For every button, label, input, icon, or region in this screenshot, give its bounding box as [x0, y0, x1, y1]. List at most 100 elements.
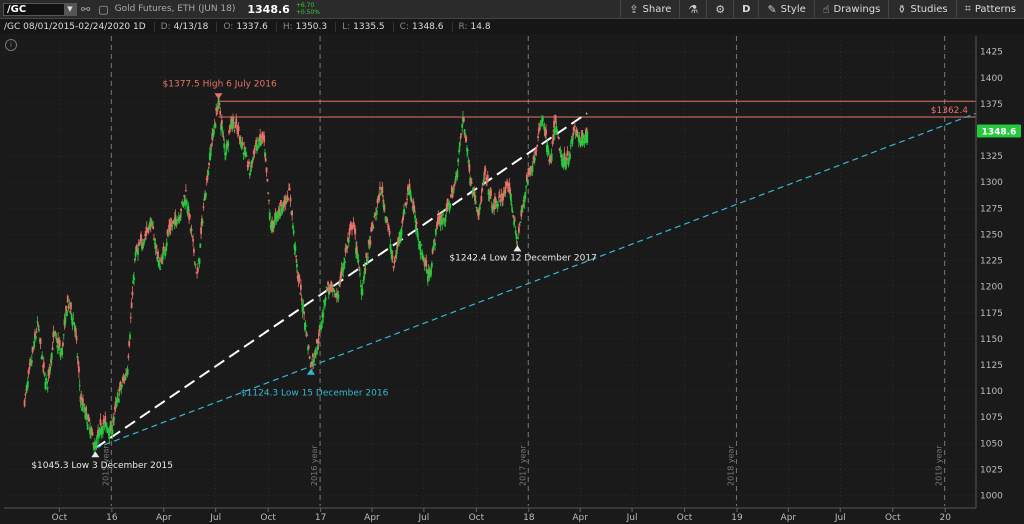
candle-body[interactable] — [75, 335, 78, 341]
candle-body[interactable] — [317, 338, 320, 344]
candle-body[interactable] — [246, 165, 249, 167]
candle-body[interactable] — [477, 209, 480, 214]
candle-body[interactable] — [417, 239, 420, 241]
candle-body[interactable] — [50, 359, 52, 364]
candle-body[interactable] — [389, 244, 392, 249]
candle-body[interactable] — [206, 175, 209, 181]
candle-body[interactable] — [107, 429, 110, 432]
candle-body[interactable] — [576, 130, 579, 137]
candle-body[interactable] — [175, 220, 178, 224]
candle-body[interactable] — [337, 294, 340, 299]
candle-body[interactable] — [299, 284, 302, 290]
candle-body[interactable] — [159, 269, 162, 271]
candle-body[interactable] — [284, 197, 286, 199]
candle-body[interactable] — [515, 233, 518, 239]
candle-body[interactable] — [51, 347, 54, 351]
candle-body[interactable] — [370, 226, 373, 232]
candle-body[interactable] — [322, 312, 325, 318]
candle-body[interactable] — [401, 219, 404, 224]
candle-body[interactable] — [133, 259, 136, 261]
x-axis[interactable]: Oct 16 Apr Jul Oct 17 Apr Jul Oct 18 Apr Jul Oct 19 Ap… — [4, 507, 976, 523]
candle-body[interactable] — [141, 244, 143, 249]
candle-body[interactable] — [577, 132, 579, 134]
candle-body[interactable] — [131, 291, 134, 296]
candle-body[interactable] — [494, 198, 497, 203]
candle-body[interactable] — [569, 153, 571, 159]
candle-body[interactable] — [333, 290, 336, 293]
candle-body[interactable] — [243, 147, 246, 149]
candle-body[interactable] — [74, 328, 77, 333]
candle-body[interactable] — [214, 123, 217, 129]
settings-button[interactable]: ⚙ — [706, 0, 733, 18]
candle-body[interactable] — [286, 195, 289, 200]
candle-body[interactable] — [367, 256, 369, 259]
candle-body[interactable] — [448, 205, 451, 212]
candle-body[interactable] — [385, 217, 388, 219]
candle-body[interactable] — [42, 362, 45, 368]
candle-body[interactable] — [112, 418, 115, 424]
candle-body[interactable] — [345, 248, 348, 251]
candle-body[interactable] — [218, 103, 221, 105]
candle-body[interactable] — [327, 281, 329, 285]
candle-body[interactable] — [115, 403, 118, 407]
candle-body[interactable] — [171, 225, 174, 227]
candle-body[interactable] — [405, 202, 408, 204]
candle-body[interactable] — [66, 310, 68, 317]
candle-body[interactable] — [553, 120, 555, 128]
candle-body[interactable] — [142, 242, 145, 246]
candle-body[interactable] — [111, 429, 114, 435]
candle-body[interactable] — [28, 366, 31, 370]
candle-body[interactable] — [535, 150, 538, 152]
candle-body[interactable] — [437, 215, 440, 222]
candle-body[interactable] — [220, 120, 223, 125]
candle-body[interactable] — [78, 385, 81, 387]
candle-body[interactable] — [463, 129, 466, 136]
candle-body[interactable] — [369, 240, 372, 245]
candle-body[interactable] — [395, 250, 398, 255]
candle-body[interactable] — [124, 375, 127, 381]
candle-body[interactable] — [552, 134, 555, 141]
candle-body[interactable] — [65, 305, 68, 312]
candle-body[interactable] — [414, 224, 417, 231]
candle-body[interactable] — [70, 314, 73, 320]
candle-body[interactable] — [352, 222, 355, 226]
candle-body[interactable] — [491, 207, 494, 213]
candle-body[interactable] — [521, 209, 523, 211]
candle-body[interactable] — [462, 117, 465, 122]
candle-body[interactable] — [295, 255, 298, 258]
candle-body[interactable] — [573, 125, 576, 128]
candle-body[interactable] — [97, 432, 100, 438]
candle-body[interactable] — [281, 204, 284, 212]
candle-body[interactable] — [152, 226, 155, 230]
candle-body[interactable] — [412, 201, 415, 209]
candle-body[interactable] — [581, 138, 584, 146]
candle-body[interactable] — [230, 118, 233, 124]
candle-body[interactable] — [323, 300, 325, 303]
candle-body[interactable] — [398, 236, 401, 241]
candle-body[interactable] — [425, 260, 428, 267]
candle-body[interactable] — [129, 317, 132, 319]
last-candle-body[interactable] — [585, 131, 589, 143]
candle-body[interactable] — [185, 200, 188, 206]
candle-body[interactable] — [251, 162, 254, 164]
candle-body[interactable] — [199, 243, 202, 248]
candle-body[interactable] — [418, 240, 421, 248]
candle-body[interactable] — [296, 275, 299, 279]
candle-body[interactable] — [157, 251, 159, 259]
candle-body[interactable] — [155, 245, 158, 249]
candle-body[interactable] — [210, 144, 213, 147]
white-trendline[interactable] — [94, 112, 588, 450]
candle-body[interactable] — [533, 157, 536, 161]
candle-body[interactable] — [128, 341, 131, 347]
candle-body[interactable] — [465, 136, 468, 142]
candle-body[interactable] — [247, 166, 250, 168]
candle-body[interactable] — [284, 200, 287, 205]
candle-body[interactable] — [363, 268, 366, 274]
candle-body[interactable] — [250, 161, 253, 167]
symbol-selector[interactable]: /GC ▼ — [3, 2, 77, 16]
candle-body[interactable] — [325, 286, 328, 288]
candle-body[interactable] — [263, 135, 266, 143]
candle-body[interactable] — [117, 398, 120, 403]
candle-body[interactable] — [410, 199, 413, 201]
candle-body[interactable] — [416, 230, 419, 238]
